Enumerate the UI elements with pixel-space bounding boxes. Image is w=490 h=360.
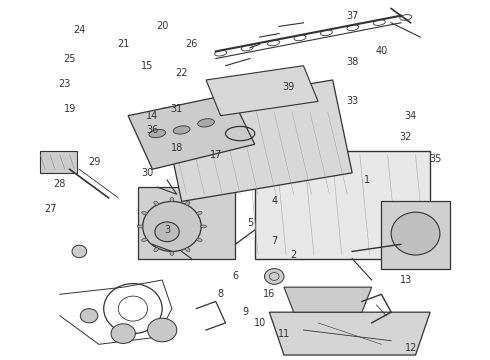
Text: 33: 33 (346, 96, 358, 107)
Text: 1: 1 (364, 175, 370, 185)
Ellipse shape (265, 269, 284, 284)
Text: 9: 9 (242, 307, 248, 317)
Ellipse shape (196, 238, 202, 242)
Text: 30: 30 (142, 168, 154, 178)
Text: 6: 6 (232, 271, 238, 282)
Text: 7: 7 (271, 236, 277, 246)
Text: 37: 37 (346, 11, 358, 21)
Text: 19: 19 (64, 104, 76, 113)
Text: 13: 13 (400, 275, 412, 285)
Text: 2: 2 (291, 250, 297, 260)
Text: 14: 14 (147, 111, 159, 121)
Text: 18: 18 (171, 143, 183, 153)
Ellipse shape (142, 238, 147, 242)
Text: 4: 4 (271, 197, 277, 206)
Polygon shape (128, 94, 255, 169)
Ellipse shape (154, 248, 158, 252)
Ellipse shape (201, 225, 206, 228)
Text: 32: 32 (400, 132, 412, 142)
Text: 8: 8 (218, 289, 224, 299)
Text: 5: 5 (247, 218, 253, 228)
Text: 35: 35 (429, 154, 441, 163)
Ellipse shape (142, 211, 147, 215)
Ellipse shape (170, 198, 174, 202)
Polygon shape (255, 152, 430, 258)
Polygon shape (206, 66, 318, 116)
Ellipse shape (197, 119, 214, 127)
Text: 17: 17 (210, 150, 222, 160)
Polygon shape (162, 80, 352, 202)
Text: 22: 22 (175, 68, 188, 78)
Ellipse shape (391, 212, 440, 255)
Text: 15: 15 (142, 61, 154, 71)
Text: 27: 27 (44, 203, 56, 213)
Text: 36: 36 (147, 125, 159, 135)
Text: 25: 25 (63, 54, 76, 64)
Polygon shape (284, 287, 372, 312)
Text: 20: 20 (156, 21, 169, 31)
Text: 10: 10 (253, 318, 266, 328)
Ellipse shape (143, 202, 201, 251)
Ellipse shape (149, 130, 166, 138)
Ellipse shape (173, 126, 190, 134)
Polygon shape (138, 187, 235, 258)
Text: 31: 31 (171, 104, 183, 113)
Ellipse shape (147, 318, 177, 342)
Bar (40, 152, 77, 173)
Text: 16: 16 (263, 289, 275, 299)
Polygon shape (381, 202, 450, 269)
Ellipse shape (186, 201, 190, 205)
Ellipse shape (80, 309, 98, 323)
Text: 39: 39 (283, 82, 295, 92)
Text: 23: 23 (58, 78, 71, 89)
Text: 28: 28 (54, 179, 66, 189)
Ellipse shape (196, 211, 202, 215)
Ellipse shape (154, 201, 158, 205)
Ellipse shape (170, 251, 174, 255)
Text: 3: 3 (164, 225, 170, 235)
Text: 29: 29 (88, 157, 100, 167)
Text: 12: 12 (404, 343, 417, 353)
Polygon shape (270, 312, 430, 355)
Ellipse shape (72, 245, 87, 258)
Text: 26: 26 (185, 39, 197, 49)
Ellipse shape (111, 324, 135, 343)
Text: 38: 38 (346, 57, 358, 67)
Ellipse shape (155, 222, 179, 242)
Text: 11: 11 (278, 329, 290, 339)
Text: 24: 24 (73, 25, 86, 35)
Text: 21: 21 (117, 39, 129, 49)
Ellipse shape (186, 248, 190, 252)
Text: 40: 40 (375, 46, 388, 57)
Text: 34: 34 (405, 111, 417, 121)
Ellipse shape (137, 225, 143, 228)
